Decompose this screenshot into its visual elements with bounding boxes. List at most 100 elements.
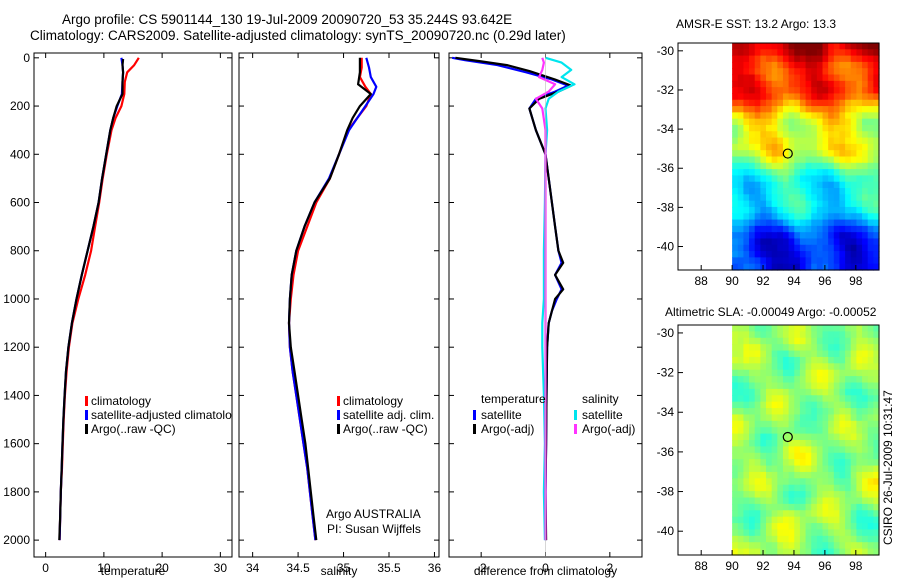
sla-cell [867,478,874,486]
sst-cell [743,106,750,113]
sst-cell [873,162,880,170]
sst-cell [828,124,835,132]
sla-cell [754,440,761,447]
sla-cell [760,542,767,550]
sst-cell [845,232,852,240]
sst-cell [737,80,745,88]
sla-cell [782,452,790,460]
sst-cell [833,93,841,101]
sst-cell [822,175,829,183]
sst-cell [732,219,739,227]
sla-cell [816,325,824,332]
sst-cell [782,257,790,265]
sla-cell [777,510,784,518]
sla-cell [754,414,761,422]
sla-cell [777,478,784,486]
sst-cell [828,219,835,227]
sst-cell [816,206,824,214]
sla-cell [850,395,857,403]
sst-cell [867,43,874,50]
sst-cell [788,263,795,271]
sst-cell [766,181,773,189]
sla-cell [749,350,756,358]
sst-cell [805,74,812,82]
sla-cell [754,452,761,460]
sla-cell [788,331,795,339]
sla-cell [788,388,795,396]
sla-cell [845,408,852,416]
sla-cell [867,510,874,518]
sla-cell [788,535,795,543]
sla-cell [771,331,778,339]
sst-cell [777,263,784,271]
sst-cell [737,74,745,82]
sst-cell [862,112,869,120]
sla-cell [850,446,857,454]
sst-cell [822,244,829,252]
sla-cell [771,344,778,352]
sst-cell [749,263,756,271]
sst-cell [839,263,846,271]
sla-cell [749,503,756,511]
sst-cell [782,143,790,151]
sst-cell [799,80,807,88]
sst-cell [766,251,773,258]
sst-cell [822,93,829,101]
sst-cell [850,106,857,113]
sst-cell [737,213,745,221]
sst-cell [788,49,795,57]
sst-cell [749,225,756,233]
sla-cell [839,356,846,364]
sst-cell [732,188,739,195]
sst-cell [850,169,857,177]
sst-cell [873,87,880,95]
sla-cell [760,363,767,371]
sla-cell [867,408,874,416]
sla-cell [788,376,795,384]
sst-cell [856,188,863,195]
sla-cell [749,344,756,352]
sst-cell [833,49,841,57]
sla-cell [873,414,880,422]
sst-cell [777,200,784,208]
sst-cell [771,169,778,177]
sla-cell [845,350,852,358]
sst-cell [777,225,784,233]
sla-cell [862,503,869,511]
sst-cell [805,232,812,240]
salinity-legend-label: Argo(..raw -QC) [343,422,428,436]
sst-cell [782,93,790,101]
salinity-frame [238,52,440,558]
sst-cell [862,194,869,202]
sst-cell [873,169,880,177]
depth-tick-label: 200 [10,99,30,113]
sla-cell [760,331,767,339]
sla-map: 88 90 92 94 96 98-30-32-34-36-38-40 [657,324,880,573]
salinity-xtick-label: 34.5 [286,561,310,575]
sst-cell [743,137,750,145]
sst-cell [833,99,841,107]
sst-cell [754,206,761,214]
sla-cell [833,427,841,435]
sst-cell [760,93,767,101]
sst-cell [754,162,761,170]
sla-cell [771,542,778,550]
sla-cell [766,395,773,403]
sst-cell [816,156,824,164]
sla-cell [732,471,739,479]
sla-cell [822,382,829,390]
sla-cell [760,446,767,454]
sst-cell [850,74,857,82]
sst-cell [749,93,756,101]
sst-cell [850,131,857,139]
sst-cell [766,200,773,208]
sst-cell [777,181,784,189]
sla-cell [782,344,790,352]
sst-cell [760,137,767,145]
sla-cell [766,471,773,479]
sla-cell [760,395,767,403]
sst-cell [873,74,880,82]
sla-cell [743,382,750,390]
sla-cell [856,337,863,345]
sst-cell [749,137,756,145]
